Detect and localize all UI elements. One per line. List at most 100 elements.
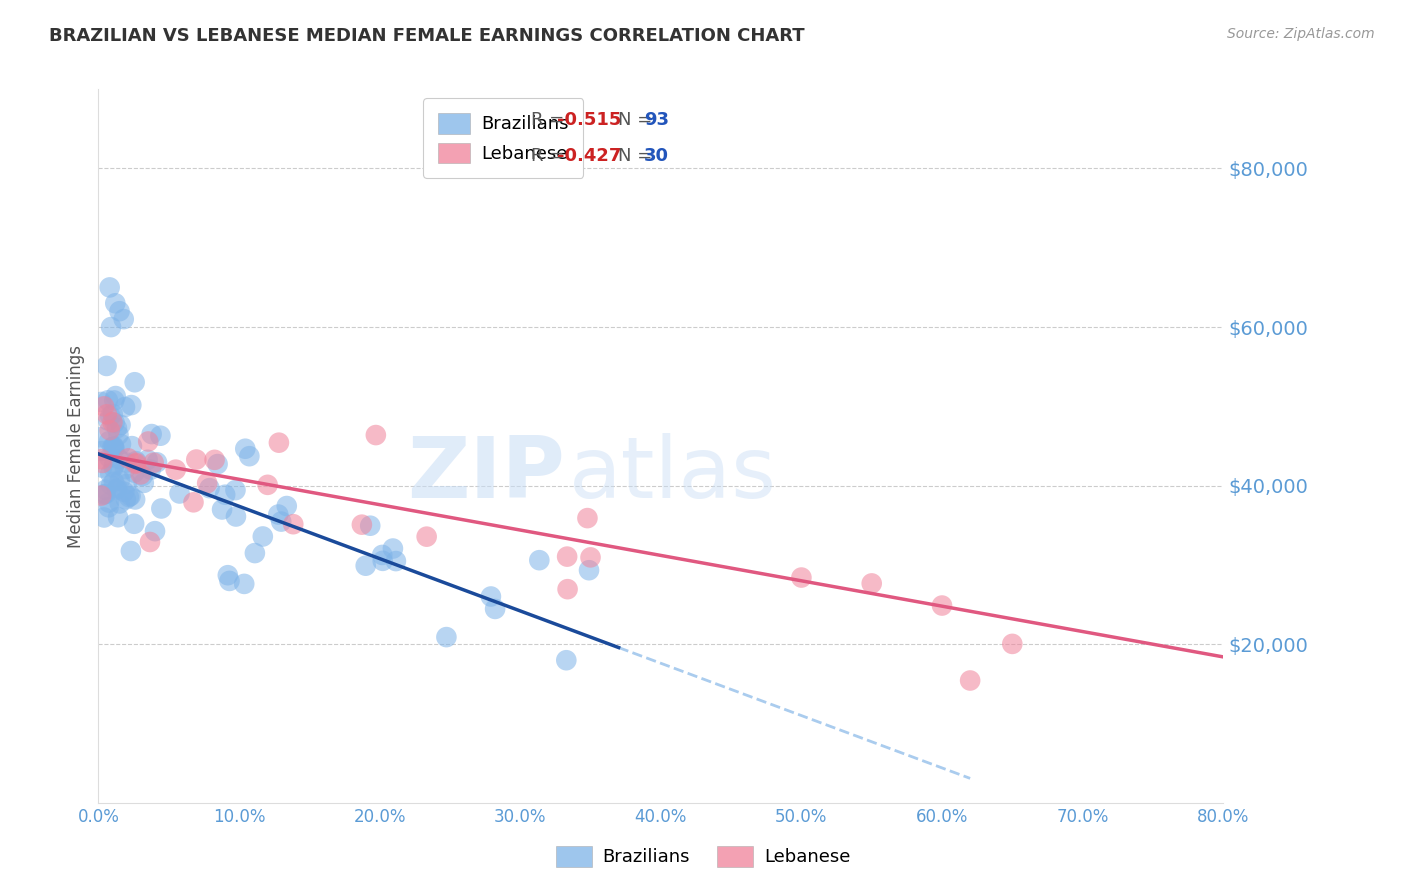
Point xyxy=(93,400,115,414)
Point xyxy=(103,439,125,453)
Point xyxy=(141,427,163,442)
Point xyxy=(238,449,260,463)
Point xyxy=(270,515,292,529)
Point xyxy=(146,455,169,469)
Point xyxy=(198,481,221,495)
Point xyxy=(860,576,883,591)
Point xyxy=(364,428,387,442)
Point xyxy=(90,489,112,503)
Point xyxy=(104,389,127,403)
Point xyxy=(93,487,115,501)
Text: R =: R = xyxy=(531,146,565,164)
Point xyxy=(204,453,226,467)
Point xyxy=(94,487,117,501)
Point xyxy=(276,499,298,513)
Point xyxy=(142,456,165,470)
Point xyxy=(578,563,600,577)
Point xyxy=(105,483,128,497)
Point xyxy=(114,462,136,476)
Point xyxy=(143,524,166,538)
Point xyxy=(108,452,131,467)
Point xyxy=(169,486,191,500)
Text: ZIP: ZIP xyxy=(408,433,565,516)
Point xyxy=(114,400,136,414)
Point xyxy=(214,488,236,502)
Point xyxy=(555,549,578,564)
Point xyxy=(354,558,377,573)
Point xyxy=(225,509,247,524)
Point xyxy=(107,481,129,495)
Point xyxy=(97,500,120,515)
Point xyxy=(283,517,305,532)
Text: 93: 93 xyxy=(644,111,669,128)
Point xyxy=(98,467,121,481)
Point xyxy=(89,430,111,444)
Point xyxy=(96,407,118,421)
Point xyxy=(183,495,205,509)
Point xyxy=(105,421,128,435)
Point xyxy=(90,452,112,467)
Point xyxy=(555,653,578,667)
Point xyxy=(112,484,135,499)
Point xyxy=(207,457,229,471)
Point xyxy=(120,489,142,503)
Point xyxy=(93,510,115,524)
Point xyxy=(139,535,162,549)
Point xyxy=(118,490,141,504)
Text: Source: ZipAtlas.com: Source: ZipAtlas.com xyxy=(1227,27,1375,41)
Point xyxy=(101,415,124,429)
Point xyxy=(125,454,148,468)
Text: -0.427: -0.427 xyxy=(557,146,621,164)
Point xyxy=(103,460,125,475)
Point xyxy=(100,320,122,334)
Point xyxy=(959,673,981,688)
Point xyxy=(98,280,121,294)
Point xyxy=(104,296,127,310)
Point xyxy=(579,550,602,565)
Point xyxy=(124,466,146,480)
Point xyxy=(122,516,145,531)
Point xyxy=(252,529,274,543)
Point xyxy=(256,478,278,492)
Point xyxy=(136,434,159,449)
Point xyxy=(108,473,131,487)
Point xyxy=(1001,637,1024,651)
Point xyxy=(371,554,394,568)
Point xyxy=(139,463,162,477)
Point xyxy=(101,440,124,454)
Point xyxy=(121,439,143,453)
Point xyxy=(91,456,114,470)
Point xyxy=(381,541,404,556)
Point xyxy=(165,463,187,477)
Point xyxy=(94,483,117,497)
Text: N =: N = xyxy=(619,111,652,128)
Point xyxy=(98,423,121,437)
Point xyxy=(120,544,142,558)
Point xyxy=(484,602,506,616)
Point xyxy=(107,428,129,442)
Point xyxy=(195,476,218,491)
Point xyxy=(436,630,458,644)
Point xyxy=(90,395,112,409)
Point xyxy=(371,548,394,562)
Point xyxy=(97,393,120,408)
Text: 30: 30 xyxy=(644,146,669,164)
Point xyxy=(385,554,408,568)
Point xyxy=(103,458,125,472)
Point xyxy=(104,416,127,430)
Point xyxy=(350,517,373,532)
Point xyxy=(576,511,599,525)
Point xyxy=(98,434,121,449)
Point xyxy=(124,376,146,390)
Point xyxy=(211,502,233,516)
Point xyxy=(91,460,114,475)
Point xyxy=(131,469,153,483)
Point xyxy=(359,518,381,533)
Point xyxy=(267,435,290,450)
Point xyxy=(243,546,266,560)
Text: atlas: atlas xyxy=(568,433,776,516)
Point xyxy=(110,437,132,451)
Point xyxy=(108,496,131,510)
Point xyxy=(217,568,239,582)
Point xyxy=(415,530,437,544)
